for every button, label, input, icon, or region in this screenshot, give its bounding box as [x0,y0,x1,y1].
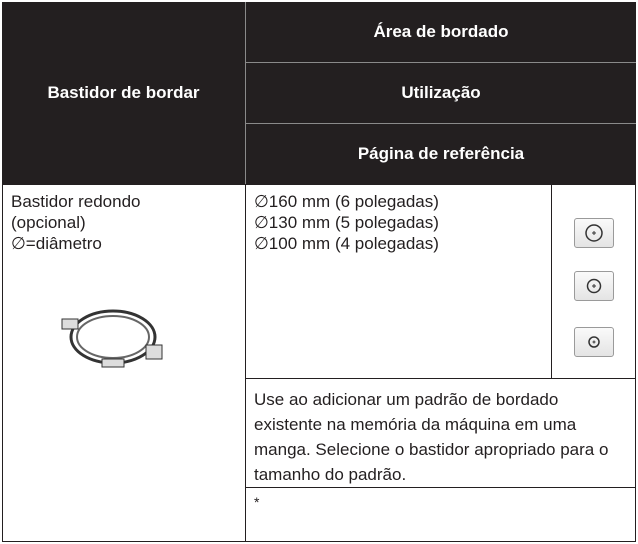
hoop-image [61,309,163,368]
header-column: Página de referência [357,144,525,163]
header-divider [245,2,246,184]
frame-text: (opcional) [11,213,86,232]
icons-cell [551,184,636,379]
header-separator [246,62,636,63]
size-text: ∅130 mm (5 polegadas) [254,213,439,232]
hoop-icon [574,218,614,248]
frame-cell: Bastidor redondo (opcional) ∅=diâmetro [2,184,246,542]
header-column: Utilização [401,83,481,102]
frame-text: Bastidor redondo [11,192,141,211]
header-column: Área de bordado [373,22,509,41]
frame-text: ∅=diâmetro [11,234,102,253]
usage-cell: Use ao adicionar um padrão de bordado ex… [245,378,636,488]
hoop-icon [574,271,614,301]
header-separator [246,123,636,124]
size-text: ∅100 mm (4 polegadas) [254,234,439,253]
header-title: Bastidor de bordar [47,83,200,102]
reference-cell: * [245,487,636,542]
size-text: ∅160 mm (6 polegadas) [254,192,439,211]
sizes-cell: ∅160 mm (6 polegadas) ∅130 mm (5 polegad… [245,184,552,379]
header-bg [2,2,636,184]
hoop-icon [574,327,614,357]
